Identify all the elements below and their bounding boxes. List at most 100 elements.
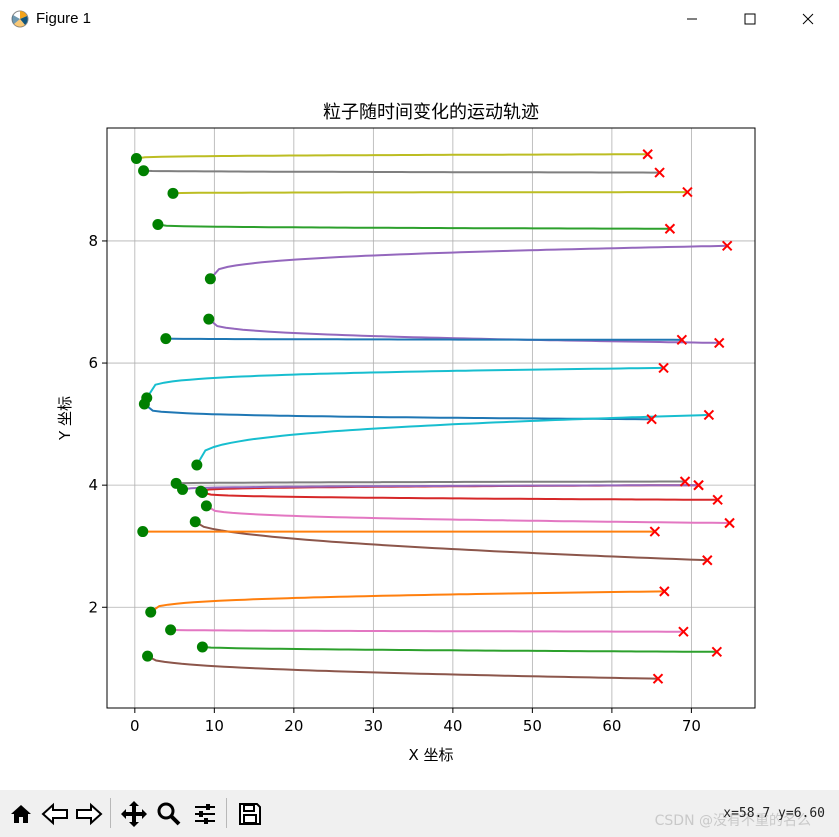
end-point-marker-13: [693, 479, 704, 491]
zoom-icon: [157, 802, 181, 826]
axes-frame: [106, 127, 756, 709]
save-icon: [239, 803, 261, 825]
y-tick-label: 4: [88, 476, 98, 494]
start-point-marker-14: [196, 486, 208, 498]
forward-icon: [76, 802, 103, 826]
x-tick-label: 50: [523, 717, 542, 735]
matplotlib-logo-icon: [11, 10, 29, 28]
markers-layer: [130, 149, 735, 684]
start-point-marker-5: [204, 273, 216, 285]
end-point-marker-16: [702, 555, 713, 566]
close-button[interactable]: [785, 0, 831, 38]
maximize-button[interactable]: [727, 0, 773, 38]
end-point-marker-15: [724, 517, 735, 529]
start-point-marker-9: [138, 398, 150, 410]
trajectory-line-14: [202, 491, 718, 501]
home-button[interactable]: [6, 799, 36, 829]
back-button[interactable]: [40, 799, 70, 829]
trajectory-line-8: [145, 366, 664, 399]
y-tick-label: 8: [88, 232, 98, 250]
window-titlebar: Figure 1: [0, 0, 839, 38]
start-point-marker-16: [189, 516, 201, 528]
trajectory-line-13: [182, 484, 699, 491]
trajectory-line-10: [195, 413, 709, 466]
toolbar-separator: [110, 798, 111, 828]
close-icon: [802, 13, 814, 25]
start-point-marker-4: [152, 218, 164, 230]
start-point-marker-18: [145, 606, 157, 618]
start-point-marker-10: [191, 459, 203, 471]
trajectory-line-4: [157, 223, 670, 230]
start-point-marker-20: [196, 641, 208, 653]
end-point-marker-6: [714, 337, 725, 349]
trajectory-line-19: [170, 628, 684, 633]
trajectory-line-11: [176, 480, 685, 485]
x-tick-label: 60: [602, 717, 621, 735]
end-point-marker-19: [678, 626, 689, 637]
x-tick-label: 0: [130, 717, 140, 735]
end-point-marker-9: [646, 414, 657, 425]
start-point-marker-2: [138, 165, 150, 177]
end-point-marker-17: [649, 526, 661, 537]
trajectory-line-20: [202, 645, 717, 653]
trajectory-line-9: [143, 403, 652, 421]
configure-icon: [195, 804, 215, 824]
minimize-button[interactable]: [669, 0, 715, 38]
zoom-button[interactable]: [154, 799, 184, 829]
end-point-marker-11: [679, 476, 691, 487]
minimize-icon: [687, 18, 697, 20]
cursor-coordinates: x=58.7 y=6.60: [723, 806, 825, 821]
figure-canvas[interactable]: 0 10 20 30 40 50 60 70 2 4 6 8 粒子随时间变化的运动轨迹 X 坐标 Y …: [0, 38, 839, 790]
y-axis-label: Y 坐标: [56, 396, 74, 441]
start-point-marker-6: [203, 313, 215, 325]
maximize-icon: [744, 13, 756, 25]
trajectory-chart: 0 10 20 30 40 50 60 70 2 4 6 8 粒子随时间变化的运动轨迹 X 坐标 Y …: [56, 102, 756, 764]
end-point-marker-3: [682, 186, 693, 198]
start-point-marker-13: [177, 483, 189, 495]
x-tick-label: 10: [205, 717, 224, 735]
toolbar-separator: [226, 798, 227, 828]
trajectory-line-2: [143, 169, 660, 174]
chart-title: 粒子随时间变化的运动轨迹: [323, 102, 539, 123]
trajectory-line-18: [150, 590, 665, 613]
end-point-marker-1: [642, 149, 653, 160]
x-tick-label: 20: [284, 717, 303, 735]
trajectory-line-7: [165, 337, 682, 341]
end-point-marker-5: [721, 240, 733, 252]
configure-button[interactable]: [190, 799, 220, 829]
end-point-marker-21: [652, 673, 664, 684]
home-icon: [11, 805, 31, 823]
series-layer: [136, 153, 730, 680]
save-button[interactable]: [235, 799, 265, 829]
trajectory-line-6: [208, 318, 720, 344]
watermark-text: CSDN @没有不重的名么: [654, 813, 811, 829]
forward-button[interactable]: [74, 799, 104, 829]
y-tick-label: 2: [88, 598, 98, 616]
start-point-marker-21: [142, 650, 154, 662]
back-icon: [41, 802, 68, 826]
trajectory-line-15: [205, 505, 730, 524]
start-point-marker-7: [160, 333, 172, 345]
pan-button[interactable]: [119, 799, 149, 829]
end-point-marker-2: [654, 167, 665, 178]
start-point-marker-15: [200, 500, 212, 512]
trajectory-line-21: [147, 655, 659, 680]
trajectory-line-3: [172, 191, 688, 195]
end-point-marker-8: [658, 362, 669, 374]
end-point-marker-18: [659, 586, 670, 597]
x-tick-label: 70: [682, 717, 701, 735]
navigation-toolbar: CSDN @没有不重的名么 x=58.7 y=6.60: [0, 790, 839, 837]
start-point-marker-19: [165, 624, 177, 636]
window-title: Figure 1: [36, 10, 92, 27]
trajectory-line-16: [194, 520, 708, 562]
start-point-marker-3: [167, 187, 179, 199]
trajectory-line-1: [136, 153, 648, 160]
x-tick-label: 40: [443, 717, 462, 735]
axis-ticks: 0 10 20 30 40 50 60 70 2 4 6 8: [88, 232, 700, 735]
trajectory-line-5: [209, 244, 728, 280]
end-point-marker-20: [711, 646, 723, 658]
end-point-marker-4: [664, 223, 676, 234]
x-tick-label: 30: [364, 717, 383, 735]
end-point-marker-7: [676, 334, 688, 346]
start-point-marker-1: [130, 153, 142, 165]
